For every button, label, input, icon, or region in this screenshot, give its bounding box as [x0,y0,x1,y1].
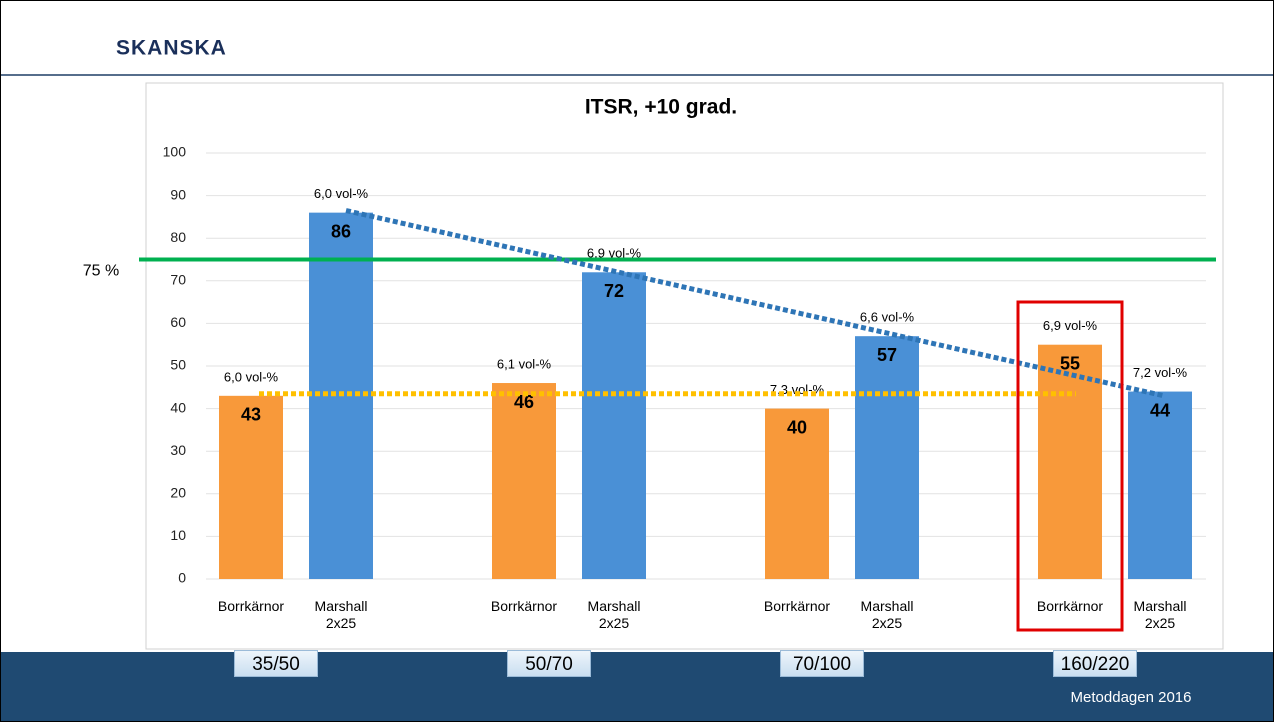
data-label: 43 [241,405,261,425]
bar [1038,344,1102,579]
y-tick-label: 40 [170,399,186,415]
y-tick-label: 10 [170,527,186,543]
y-tick-label: 60 [170,314,186,330]
bar-annotation: 6,9 vol-% [587,246,642,261]
x-tick-label: Marshall 2x25 [860,598,914,631]
bar-annotation: 6,1 vol-% [497,356,552,371]
bar-annotation: 7,2 vol-% [1133,365,1188,380]
bar [219,395,283,579]
y-tick-label: 50 [170,357,186,373]
x-tick-label: Borrkärnor [217,598,285,614]
data-label: 40 [787,417,807,437]
group-label: 70/100 [780,650,864,677]
highlight-box [1016,300,1124,632]
x-tick-label: Borrkärnor [1036,598,1104,614]
data-label: 46 [514,392,534,412]
x-tick-label: Borrkärnor [763,598,831,614]
data-label: 55 [1060,353,1080,373]
trend-line [345,208,1165,399]
y-tick-label: 90 [170,186,186,202]
chart-title: ITSR, +10 grad. [585,96,737,119]
y-tick-label: 20 [170,485,186,501]
data-label: 44 [1150,400,1170,420]
x-tick-label: Borrkärnor [490,598,558,614]
bar [582,272,646,579]
group-label: 50/70 [507,650,591,677]
logo: SKANSKA [116,37,227,60]
reference-label: 75 % [83,263,119,280]
bar [855,336,919,579]
y-tick-label: 80 [170,229,186,245]
group-label: 35/50 [234,650,318,677]
bar-annotation: 6,9 vol-% [1043,318,1098,333]
data-label: 86 [331,221,351,241]
bar-annotation: 6,0 vol-% [314,186,369,201]
y-tick-label: 0 [178,570,186,586]
y-tick-label: 100 [163,144,187,160]
bar [765,408,829,579]
y-tick-label: 30 [170,442,186,458]
bar-annotation: 6,0 vol-% [224,369,279,384]
x-tick-label: Marshall 2x25 [314,598,368,631]
bar-annotation: 6,6 vol-% [860,310,915,325]
data-label: 72 [604,281,624,301]
footer-text: Metoddagen 2016 [1071,689,1192,706]
y-tick-label: 70 [170,272,186,288]
bar [1128,391,1192,579]
group-label: 160/220 [1053,650,1137,677]
data-label: 57 [877,345,897,365]
bar [492,383,556,579]
x-tick-label: Marshall 2x25 [587,598,641,631]
x-tick-label: Marshall 2x25 [1133,598,1187,631]
